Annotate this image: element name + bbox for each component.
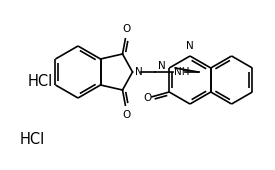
Text: N: N bbox=[186, 41, 194, 51]
Text: O: O bbox=[122, 110, 131, 120]
Text: HCl: HCl bbox=[20, 132, 45, 148]
Text: N: N bbox=[134, 67, 142, 77]
Text: N: N bbox=[158, 61, 166, 71]
Text: HCl: HCl bbox=[28, 74, 53, 89]
Text: NH: NH bbox=[174, 67, 189, 77]
Text: O: O bbox=[122, 24, 131, 34]
Text: O: O bbox=[143, 93, 151, 103]
